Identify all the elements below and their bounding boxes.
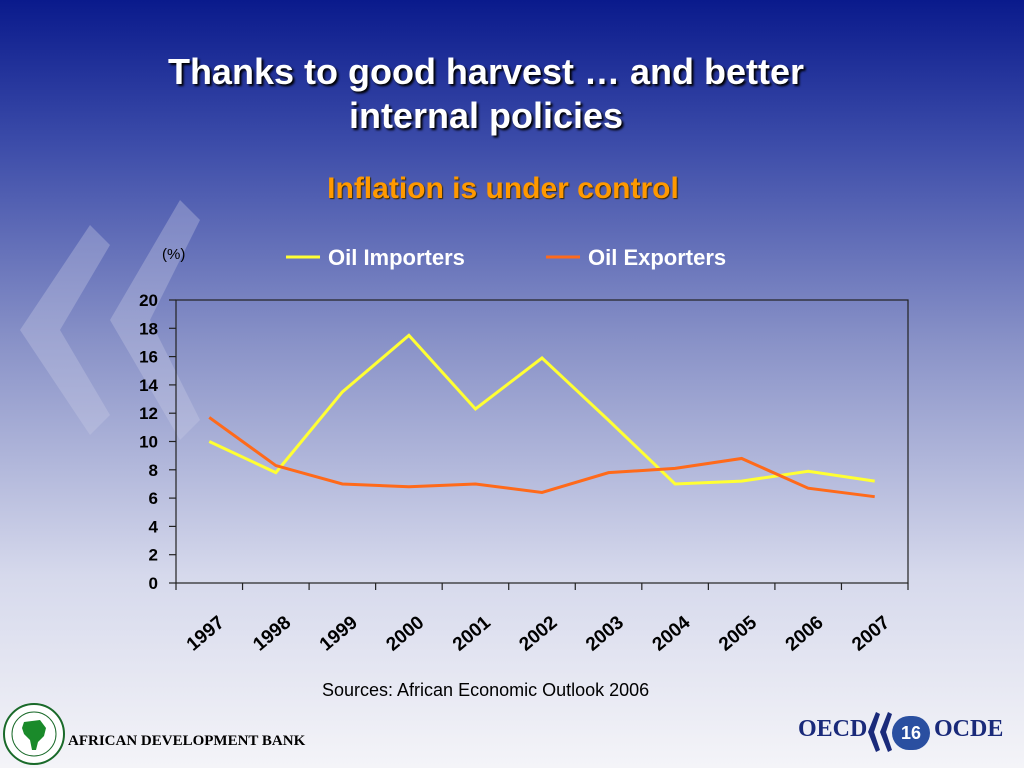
y-tick-label: 14	[139, 376, 158, 395]
x-tick-label: 2001	[449, 612, 495, 656]
x-tick-label: 2004	[649, 612, 695, 656]
y-tick-label: 12	[139, 404, 158, 423]
x-tick-label: 2003	[582, 612, 628, 655]
x-tick-label: 2007	[848, 612, 894, 655]
plot-area	[175, 299, 909, 584]
legend-label: Oil Exporters	[588, 245, 726, 270]
x-tick-label: 2000	[382, 612, 428, 655]
legend-label: Oil Importers	[328, 245, 465, 270]
adb-logo-icon	[3, 703, 65, 765]
page-number-badge: 16	[892, 716, 930, 750]
oecd-chevron-icon	[868, 712, 892, 752]
inflation-line-chart: 0 2 4 6 8 10 12 14 16 18 20 1997 1998 1999 2000 2001 200…	[139, 245, 909, 656]
x-tick-label: 1999	[316, 612, 362, 655]
y-tick-label: 8	[149, 461, 158, 480]
y-tick-label: 2	[149, 546, 158, 565]
x-tick-label: 1997	[183, 612, 229, 655]
oecd-label: OECD	[798, 716, 868, 742]
y-tick-label: 16	[139, 348, 158, 367]
y-tick-label: 0	[149, 574, 158, 593]
y-tick-label: 6	[149, 489, 158, 508]
y-tick-label: 10	[139, 433, 158, 452]
x-tick-label: 2002	[516, 612, 562, 655]
y-unit-label: (%)	[162, 246, 186, 263]
series-line-1	[208, 416, 875, 499]
ocde-label: OCDE	[934, 716, 1004, 742]
background-chevron-mark	[20, 200, 200, 440]
slide-title: Thanks to good harvest … and better inte…	[0, 50, 972, 138]
y-tick-label: 4	[149, 517, 159, 536]
slide-title-line1: Thanks to good harvest … and better	[167, 51, 805, 92]
y-tick-label: 20	[139, 291, 158, 310]
x-tick-label: 2006	[782, 612, 828, 655]
series-line-0	[208, 333, 875, 486]
x-tick-label: 1998	[249, 612, 295, 655]
footer-adb-name: AFRICAN DEVELOPMENT BANK	[68, 733, 306, 749]
y-tick-label: 18	[139, 319, 158, 338]
slide-title-line2: internal policies	[348, 95, 624, 136]
slide-subtitle: Inflation is under control	[327, 172, 679, 205]
x-tick-label: 2005	[715, 612, 761, 656]
source-note: Sources: African Economic Outlook 2006	[322, 680, 650, 700]
